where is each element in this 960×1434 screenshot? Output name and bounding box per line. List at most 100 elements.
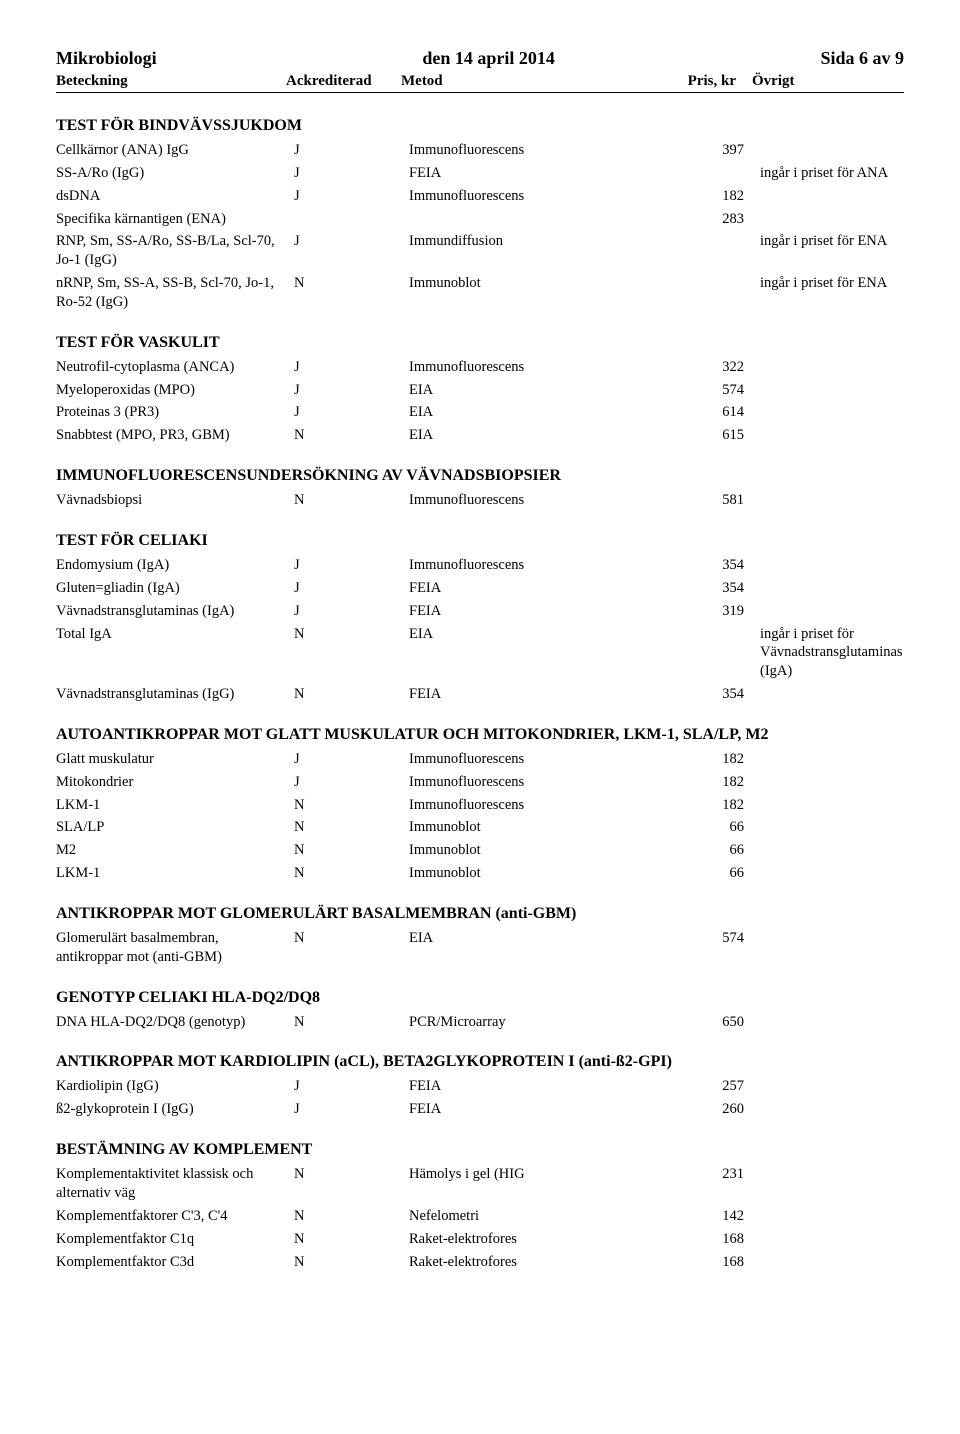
cell-beteckning: Mitokondrier [56,773,294,792]
table-row: Vävnadstransglutaminas (IgG)NFEIA354 [56,685,904,704]
cell-beteckning: Specifika kärnantigen (ENA) [56,210,294,229]
cell-beteckning: M2 [56,841,294,860]
table-row: Glomerulärt basalmembran, antikroppar mo… [56,929,904,967]
cell-metod: Immunofluorescens [409,141,659,160]
cell-metod: Immunofluorescens [409,187,659,206]
cell-beteckning: LKM-1 [56,796,294,815]
col-header-metod: Metod [401,73,651,90]
header-rule [56,92,904,93]
header-left: Mikrobiologi [56,48,157,69]
cell-pris: 614 [659,403,760,422]
table-row: Cellkärnor (ANA) IgGJImmunofluorescens39… [56,141,904,160]
cell-beteckning: Komplementfaktorer C'3, C'4 [56,1207,294,1226]
cell-beteckning: Endomysium (IgA) [56,556,294,575]
cell-ackrediterad: N [294,818,409,837]
cell-pris: 354 [659,579,760,598]
cell-ackrediterad: N [294,491,409,510]
cell-pris: 257 [659,1077,760,1096]
cell-ackrediterad: J [294,750,409,769]
cell-metod: Immundiffusion [409,232,659,251]
cell-metod: PCR/Microarray [409,1013,659,1032]
cell-ackrediterad: J [294,579,409,598]
cell-pris: 66 [659,841,760,860]
cell-ackrediterad: N [294,685,409,704]
col-header-ovrigt: Övrigt [752,73,904,90]
table-row: SLA/LPNImmunoblot66 [56,818,904,837]
table-row: VävnadsbiopsiNImmunofluorescens581 [56,491,904,510]
cell-pris: 354 [659,685,760,704]
cell-metod: EIA [409,625,659,644]
cell-pris: 354 [659,556,760,575]
header-right: Sida 6 av 9 [820,48,904,69]
cell-ovrigt: ingår i priset för ENA [760,274,904,293]
cell-metod: Immunofluorescens [409,773,659,792]
cell-metod: FEIA [409,579,659,598]
cell-beteckning: Gluten=gliadin (IgA) [56,579,294,598]
table-row: Specifika kärnantigen (ENA) 283 [56,210,904,229]
cell-beteckning: Vävnadsbiopsi [56,491,294,510]
cell-metod: Immunofluorescens [409,491,659,510]
cell-ovrigt: ingår i priset för ENA [760,232,904,251]
cell-beteckning: Proteinas 3 (PR3) [56,403,294,422]
cell-pris: 182 [659,750,760,769]
cell-pris: 182 [659,796,760,815]
cell-ackrediterad: N [294,426,409,445]
cell-metod: Immunofluorescens [409,358,659,377]
table-row: Komplementfaktor C1qNRaket-elektrofores1… [56,1230,904,1249]
cell-pris: 319 [659,602,760,621]
cell-pris: 574 [659,381,760,400]
cell-beteckning: LKM-1 [56,864,294,883]
table-row: MitokondrierJImmunofluorescens182 [56,773,904,792]
col-header-ackrediterad: Ackrediterad [286,73,401,90]
cell-pris: 168 [659,1253,760,1272]
cell-ackrediterad: N [294,625,409,644]
cell-metod: Hämolys i gel (HIG [409,1165,659,1184]
cell-pris: 650 [659,1013,760,1032]
table-row: Kardiolipin (IgG)JFEIA257 [56,1077,904,1096]
col-header-beteckning: Beteckning [56,73,286,90]
cell-beteckning: SS-A/Ro (IgG) [56,164,294,183]
table-row: Snabbtest (MPO, PR3, GBM)NEIA615 [56,426,904,445]
cell-metod: FEIA [409,602,659,621]
cell-metod: Immunofluorescens [409,750,659,769]
table-row: Vävnadstransglutaminas (IgA)JFEIA319 [56,602,904,621]
cell-beteckning: Vävnadstransglutaminas (IgG) [56,685,294,704]
cell-beteckning: Myeloperoxidas (MPO) [56,381,294,400]
cell-metod: EIA [409,426,659,445]
cell-beteckning: Vävnadstransglutaminas (IgA) [56,602,294,621]
cell-ackrediterad: J [294,164,409,183]
cell-metod: FEIA [409,685,659,704]
cell-metod: Immunoblot [409,864,659,883]
table-row: Komplementaktivitet klassisk och alterna… [56,1165,904,1203]
table-row: DNA HLA-DQ2/DQ8 (genotyp)NPCR/Microarray… [56,1013,904,1032]
cell-metod: EIA [409,929,659,948]
cell-ackrediterad: J [294,773,409,792]
column-headers: Beteckning Ackrediterad Metod Pris, kr Ö… [56,73,904,90]
table-row: LKM-1NImmunoblot66 [56,864,904,883]
table-row: dsDNAJImmunofluorescens182 [56,187,904,206]
table-row: Gluten=gliadin (IgA)JFEIA354 [56,579,904,598]
cell-metod: FEIA [409,1100,659,1119]
section-title: TEST FÖR BINDVÄVSSJUKDOM [56,117,904,135]
cell-pris: 231 [659,1165,760,1184]
cell-metod: Immunoblot [409,841,659,860]
table-row: Myeloperoxidas (MPO)JEIA574 [56,381,904,400]
cell-ackrediterad: J [294,1100,409,1119]
section-title: ANTIKROPPAR MOT GLOMERULÄRT BASALMEMBRAN… [56,905,904,923]
cell-metod: Raket-elektrofores [409,1230,659,1249]
cell-metod: Nefelometri [409,1207,659,1226]
cell-beteckning: Cellkärnor (ANA) IgG [56,141,294,160]
section-title: ANTIKROPPAR MOT KARDIOLIPIN (aCL), BETA2… [56,1053,904,1071]
cell-ackrediterad: J [294,232,409,251]
cell-ackrediterad: N [294,1165,409,1184]
cell-beteckning: Total IgA [56,625,294,644]
cell-pris: 581 [659,491,760,510]
cell-pris: 615 [659,426,760,445]
cell-beteckning: nRNP, Sm, SS-A, SS-B, Scl-70, Jo-1, Ro-5… [56,274,294,312]
cell-pris: 283 [659,210,760,229]
cell-beteckning: SLA/LP [56,818,294,837]
cell-beteckning: Kardiolipin (IgG) [56,1077,294,1096]
cell-metod: EIA [409,403,659,422]
cell-ackrediterad: N [294,841,409,860]
cell-ovrigt: ingår i priset för Vävnadstransglutamina… [760,625,904,682]
